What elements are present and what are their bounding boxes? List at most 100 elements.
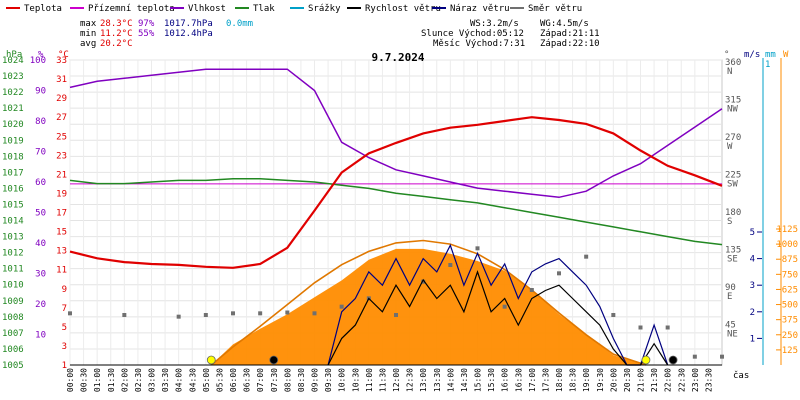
tick-label-wm2: 750: [782, 270, 798, 280]
tick-label-time: 21:30: [650, 368, 659, 392]
info-sunrise: Slunce Východ:05:12: [421, 29, 524, 39]
tick-label-celsius: 13: [56, 247, 67, 257]
tick-label-time: 21:00: [637, 368, 646, 392]
tick-label-direction-deg: 45: [725, 321, 736, 331]
tick-label-hpa: 1013: [2, 233, 24, 243]
tick-label-celsius: 11: [56, 266, 67, 276]
tick-label-celsius: 3: [62, 342, 67, 352]
tick-label-time: 14:00: [446, 368, 455, 392]
sunrise-marker: [206, 355, 216, 365]
tick-label-hpa: 1016: [2, 184, 24, 194]
axis-title-wm2: W: [783, 50, 789, 60]
tick-label-direction-name: S: [727, 217, 732, 227]
wind-direction-point: [68, 311, 72, 316]
tick-label-ms: 2: [750, 308, 755, 318]
tick-label-celsius: 1: [62, 361, 67, 371]
stat-humidity-min: 55%: [138, 29, 155, 39]
tick-label-time: 04:00: [175, 368, 184, 392]
tick-label-direction-deg: 270: [725, 133, 741, 143]
tick-label-hpa: 1007: [2, 329, 24, 339]
tick-label-hpa: 1021: [2, 104, 24, 114]
wind-direction-point: [692, 354, 697, 359]
tick-label-time: 16:30: [514, 368, 523, 392]
tick-label-direction-deg: 90: [725, 283, 736, 293]
info-block: max 28.3°C 97% 1017.7hPa 0.0mm min 11.2°C 55% 10…: [80, 19, 600, 49]
tick-label-hpa: 1023: [2, 72, 24, 82]
wind-direction-point: [231, 311, 235, 316]
tick-label-time: 10:30: [351, 368, 360, 392]
tick-label-time: 15:30: [487, 368, 496, 392]
legend-label-rain: Srážky: [308, 4, 341, 14]
tick-label-hpa: 1014: [2, 217, 24, 227]
tick-label-hpa: 1017: [2, 168, 24, 178]
solar-theoretical-line: [210, 239, 647, 366]
tick-label-ms: 4: [750, 255, 755, 265]
tick-label-hpa: 1018: [2, 152, 24, 162]
tick-label-wm2: 125: [782, 346, 798, 356]
tick-label-percent: 10: [35, 331, 46, 341]
tick-label-time: 02:00: [120, 368, 129, 392]
tick-label-percent: 50: [35, 209, 46, 219]
info-wind-speed: WS:3.2m/s: [470, 19, 519, 29]
info-sunset: Západ:21:11: [540, 29, 600, 39]
tick-label-time: 18:00: [555, 368, 564, 392]
tick-label-direction-deg: 315: [725, 96, 741, 106]
tick-label-celsius: 5: [62, 323, 67, 333]
legend-label-hum: Vlhkost: [188, 4, 226, 14]
tick-label-hpa: 1008: [2, 313, 24, 323]
tick-label-hpa: 1015: [2, 200, 24, 210]
wind-direction-point: [638, 325, 643, 330]
moonrise-marker: [269, 355, 279, 365]
wind-direction-point: [394, 313, 398, 317]
tick-label-mm: 1: [765, 60, 770, 70]
tick-label-time: 15:00: [474, 368, 483, 392]
tick-label-time: 20:30: [623, 368, 632, 392]
tick-label-time: 23:00: [691, 368, 700, 392]
tick-label-direction-name: E: [727, 292, 732, 302]
info-wind-gust: WG:4.5m/s: [540, 19, 589, 29]
wind-direction-point: [502, 304, 507, 309]
tick-label-time: 19:30: [596, 368, 605, 392]
tick-label-time: 20:00: [609, 368, 618, 392]
stat-temp-min: 11.2°C: [100, 29, 133, 39]
tick-label-time: 01:30: [107, 368, 116, 392]
wind-direction-point: [557, 271, 561, 276]
tick-label-time: 16:00: [501, 368, 510, 392]
tick-label-time: 02:30: [134, 368, 143, 392]
tick-label-direction-name: NW: [727, 105, 738, 115]
pressure-line: [69, 178, 723, 246]
tick-label-direction-name: SE: [727, 255, 738, 265]
tick-label-percent: 20: [35, 300, 46, 310]
stat-label-max: max: [80, 19, 97, 29]
wind-direction-point: [258, 311, 263, 316]
tick-label-time: 05:00: [202, 368, 211, 392]
legend-label-gust: Náraz větru: [450, 4, 510, 14]
legend-label-temp: Teplota: [24, 4, 62, 14]
tick-label-hpa: 1005: [2, 361, 24, 371]
tick-label-wm2: 500: [782, 301, 798, 311]
tick-label-time: 09:30: [324, 368, 333, 392]
tick-label-time: 03:30: [161, 368, 170, 392]
stat-humidity-max: 97%: [138, 19, 155, 29]
wind-direction-point: [448, 263, 453, 267]
wind-direction-point: [611, 313, 616, 317]
legend-label-feels: Přízemní teplota: [88, 4, 175, 14]
tick-label-time: 09:00: [311, 368, 320, 392]
axis-title-ms: m/s: [744, 50, 760, 60]
temperature-line: [69, 116, 723, 269]
tick-label-wm2: 250: [782, 331, 798, 341]
tick-label-time: 07:30: [270, 368, 279, 392]
tick-label-direction-name: N: [727, 67, 732, 77]
tick-label-time: 18:30: [569, 368, 578, 392]
tick-label-hpa: 1012: [2, 249, 24, 259]
tick-label-hpa: 1019: [2, 136, 24, 146]
stat-temp-avg: 20.2°C: [100, 39, 133, 49]
tick-label-time: 13:00: [419, 368, 428, 392]
tick-label-time: 08:30: [297, 368, 306, 392]
tick-label-celsius: 17: [56, 209, 67, 219]
chart-title: 9.7.2024: [372, 51, 425, 64]
tick-label-time: 01:00: [93, 368, 102, 392]
humidity-line: [69, 68, 723, 199]
wind-direction-point: [665, 325, 670, 330]
